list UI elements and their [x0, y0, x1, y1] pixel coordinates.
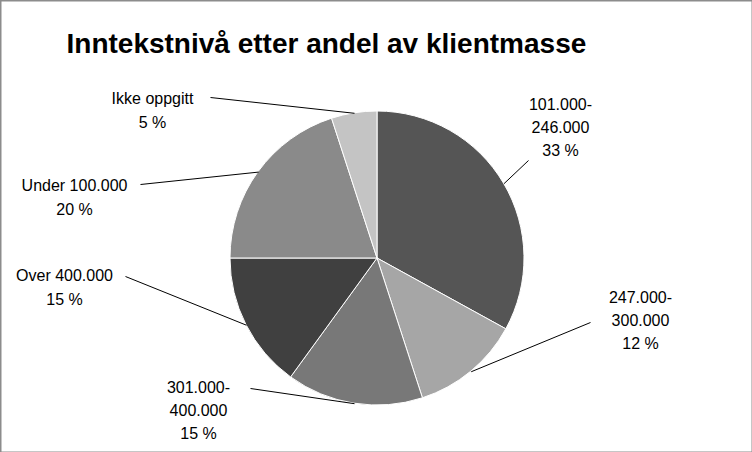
svg-text:Inntekstnivå etter andel av kl: Inntekstnivå etter andel av klientmasse — [67, 28, 587, 59]
svg-text:247.000-300.00012 %: 247.000-300.00012 % — [609, 289, 672, 352]
svg-text:Ikke oppgitt5 %: Ikke oppgitt5 % — [112, 90, 194, 130]
svg-text:Under 100.00020 %: Under 100.00020 % — [22, 177, 128, 217]
svg-text:101.000-246.00033 %: 101.000-246.00033 % — [529, 96, 592, 159]
svg-text:301.000-400.00015 %: 301.000-400.00015 % — [167, 379, 230, 442]
svg-text:Over 400.00015 %: Over 400.00015 % — [16, 267, 113, 307]
